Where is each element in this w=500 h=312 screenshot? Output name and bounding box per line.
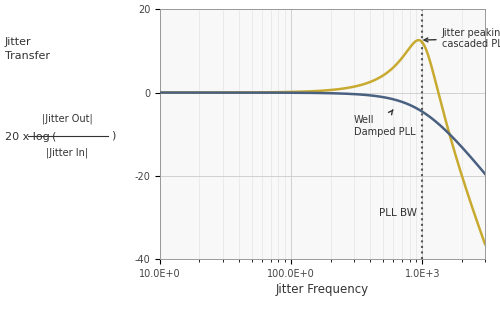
Text: |Jitter Out|: |Jitter Out|	[42, 113, 93, 124]
Text: Well
Damped PLL: Well Damped PLL	[354, 110, 416, 137]
Text: 20 x log (: 20 x log (	[5, 132, 57, 142]
Text: PLL BW: PLL BW	[379, 208, 417, 218]
Text: |Jitter In|: |Jitter In|	[46, 148, 88, 158]
Text: Jitter
Transfer: Jitter Transfer	[5, 37, 50, 61]
X-axis label: Jitter Frequency: Jitter Frequency	[276, 283, 369, 296]
Text: Jitter peaking in
cascaded PLL: Jitter peaking in cascaded PLL	[424, 28, 500, 49]
Text: ): )	[111, 131, 116, 141]
